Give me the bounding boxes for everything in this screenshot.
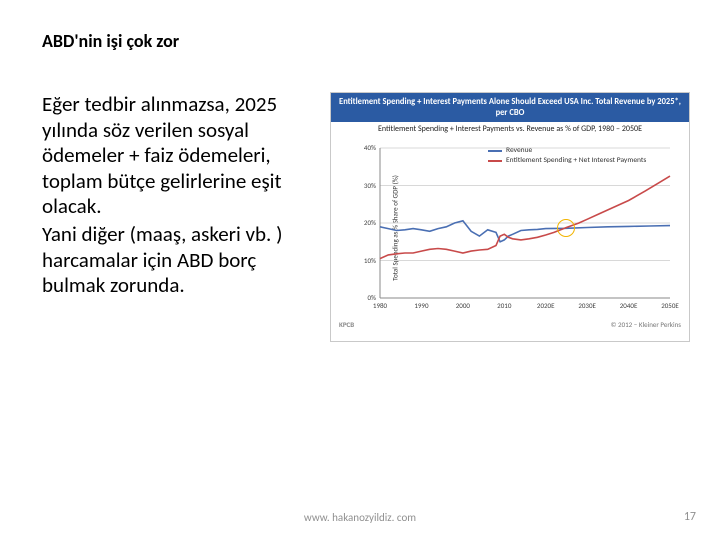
x-tick-label: 2010 [487, 301, 521, 310]
legend-swatch-icon [488, 150, 502, 152]
page-title: ABD'nin işi çok zor [42, 30, 179, 52]
chart-subtitle: Entitlement Spending + Interest Payments… [331, 122, 689, 134]
chart-panel: Entitlement Spending + Interest Payments… [330, 92, 690, 342]
chart-source-right: © 2012 – Kleiner Perkins [611, 320, 681, 329]
y-tick-label: 40% [354, 143, 376, 152]
x-tick-label: 2050E [653, 301, 687, 310]
chart-footer: KPCB © 2012 – Kleiner Perkins [331, 318, 689, 333]
legend-label: Entitlement Spending + Net Interest Paym… [506, 156, 646, 166]
x-tick-label: 2020E [529, 301, 563, 310]
chart-plot-area: Total Spending as % Share of GDP (%) 0%1… [340, 138, 680, 318]
legend-item-revenue: Revenue [488, 146, 646, 156]
paragraph-2: Yani diğer (maaş, askeri vb. ) harcamala… [42, 222, 292, 299]
x-tick-label: 1990 [404, 301, 438, 310]
paragraph-1: Eğer tedbir alınmazsa, 2025 yılında söz … [42, 92, 292, 220]
x-tick-label: 2000 [446, 301, 480, 310]
body-text: Eğer tedbir alınmazsa, 2025 yılında söz … [42, 92, 292, 301]
y-tick-label: 10% [354, 256, 376, 265]
chart-logo: KPCB [339, 320, 354, 329]
x-tick-label: 1980 [363, 301, 397, 310]
x-tick-label: 2030E [570, 301, 604, 310]
y-tick-label: 30% [354, 181, 376, 190]
page-number: 17 [684, 510, 696, 524]
legend-swatch-icon [488, 160, 502, 162]
footer-url: www. hakanozyildiz. com [0, 511, 720, 524]
slide: ABD'nin işi çok zor Eğer tedbir alınmazs… [0, 0, 720, 540]
chart-title-bar: Entitlement Spending + Interest Payments… [331, 93, 689, 122]
x-tick-label: 2040E [612, 301, 646, 310]
chart-legend: Revenue Entitlement Spending + Net Inter… [488, 146, 646, 166]
y-tick-label: 20% [354, 218, 376, 227]
legend-label: Revenue [506, 146, 532, 156]
legend-item-entitlement: Entitlement Spending + Net Interest Paym… [488, 156, 646, 166]
